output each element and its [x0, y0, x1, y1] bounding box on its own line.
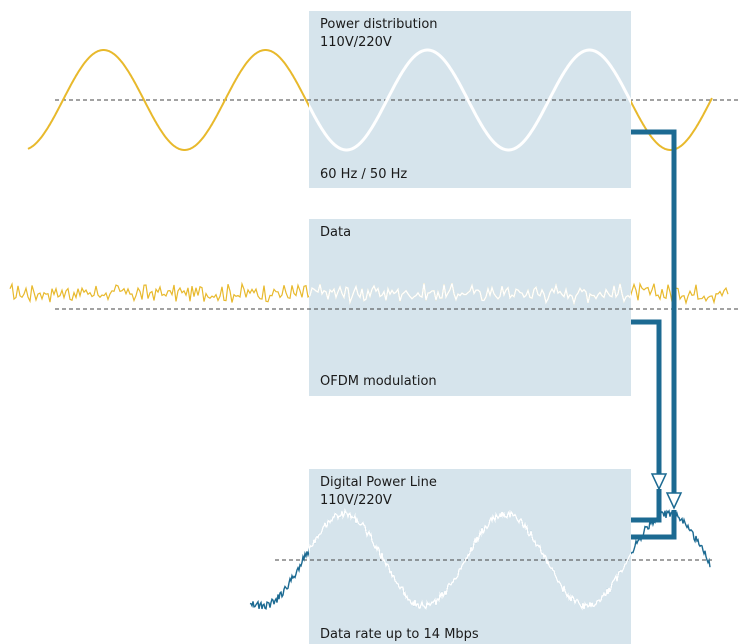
digital-panel-title-line2: 110V/220V — [320, 493, 392, 508]
data-connector-into-panel — [631, 489, 662, 523]
data-panel-caption: OFDM modulation — [320, 374, 437, 389]
power-panel-title-line1: Power distribution — [320, 17, 438, 32]
triangle-down-outline-icon — [665, 492, 683, 510]
data-noise-signal-in-panel — [309, 282, 631, 306]
power-panel-caption: 60 Hz / 50 Hz — [320, 167, 407, 182]
data-panel — [309, 219, 631, 396]
digital-powerline-signal-in-panel — [309, 507, 631, 611]
power-connector-into-panel — [631, 510, 677, 540]
data-panel-title: Data — [320, 225, 351, 240]
power-connector — [631, 129, 677, 493]
digital-panel-caption: Data rate up to 14 Mbps — [320, 627, 479, 642]
power-sine-wave-in-panel — [309, 48, 631, 152]
digital-panel — [309, 469, 631, 644]
power-panel-title-line2: 110V/220V — [320, 35, 392, 50]
triangle-down-outline-icon — [650, 473, 668, 491]
digital-panel-title-line1: Digital Power Line — [320, 475, 437, 490]
data-connector — [631, 319, 662, 474]
